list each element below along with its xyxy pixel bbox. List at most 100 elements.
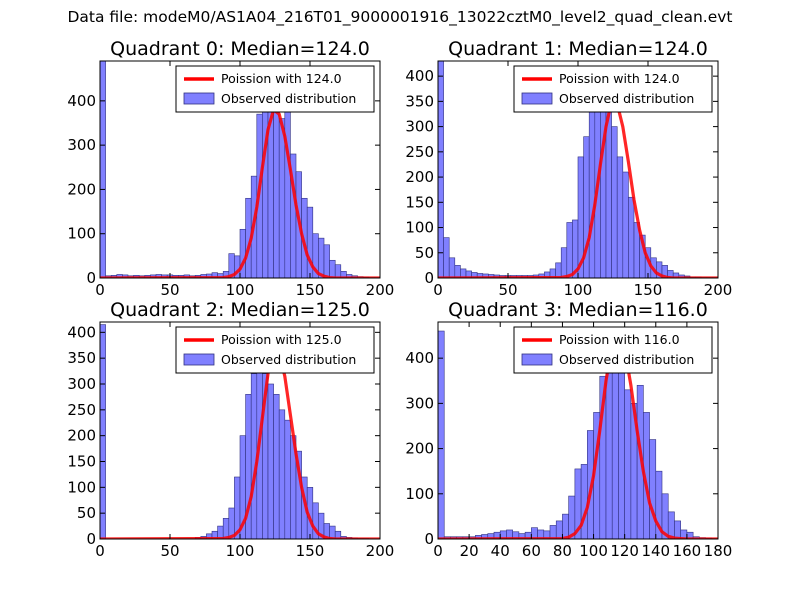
- histogram-bar: [278, 409, 286, 539]
- y-tick-label: 0: [86, 269, 96, 287]
- y-tick-label: 50: [77, 504, 96, 522]
- x-tick-label: 200: [366, 281, 395, 299]
- histogram-bar: [560, 247, 568, 278]
- chart-panel-0: 0 50 100 150 200 0 100 200 300 400 Quadrant 0: Med…: [67, 38, 394, 299]
- y-tick-label: 100: [67, 225, 96, 243]
- legend-label-fit: Poission with 125.0: [221, 332, 342, 347]
- y-tick-label: 350: [405, 92, 434, 110]
- histogram-bar: [278, 118, 286, 278]
- x-tick-label: 200: [704, 281, 733, 299]
- legend-label-fit: Poission with 124.0: [559, 71, 680, 86]
- poisson-fit-line: [438, 99, 718, 278]
- histogram-bar: [438, 330, 445, 539]
- x-tick-label: 200: [366, 542, 395, 560]
- y-tick-label: 300: [405, 118, 434, 136]
- histogram-bar: [100, 61, 106, 278]
- x-tick-label: 50: [160, 281, 179, 299]
- x-tick-label: 150: [296, 542, 325, 560]
- legend-label-fit: Poission with 116.0: [559, 332, 680, 347]
- histogram-bar: [622, 171, 629, 278]
- plot-area: [100, 324, 380, 539]
- histogram-bar: [329, 259, 336, 278]
- legend-label-observed: Observed distribution: [221, 352, 356, 367]
- x-tick-label: 100: [579, 542, 608, 560]
- histogram-bar: [555, 262, 562, 278]
- x-tick-label: 100: [226, 281, 255, 299]
- x-tick-label: 0: [433, 542, 443, 560]
- axes-frame: [437, 321, 719, 540]
- histogram-bar: [611, 126, 618, 278]
- y-tick-label: 300: [67, 136, 96, 154]
- histogram-bar: [555, 520, 563, 539]
- histogram-bar: [334, 530, 342, 539]
- histogram-bar: [588, 108, 596, 278]
- y-tick-label: 100: [405, 485, 434, 503]
- histogram-bar: [454, 265, 461, 278]
- y-tick-label: 0: [424, 269, 434, 287]
- histogram-bar: [448, 257, 456, 278]
- x-tick-label: 140: [641, 542, 670, 560]
- histogram-bar: [566, 222, 573, 278]
- y-tick-label: 400: [67, 92, 96, 110]
- histogram-bar: [323, 244, 330, 278]
- y-tick-label: 300: [405, 394, 434, 412]
- y-tick-label: 100: [67, 478, 96, 496]
- y-tick-label: 150: [405, 193, 434, 211]
- plot-area: [438, 330, 718, 539]
- y-tick-label: 250: [405, 143, 434, 161]
- histogram-bar: [562, 513, 569, 539]
- legend-bar-swatch: [521, 353, 553, 366]
- chart-title: Quadrant 3: Median=116.0: [448, 299, 708, 321]
- y-tick-label: 100: [405, 219, 434, 237]
- histogram-bar: [605, 111, 612, 278]
- x-tick-label: 50: [160, 542, 179, 560]
- histogram-bar: [267, 383, 274, 539]
- histogram-bar: [100, 324, 106, 539]
- histogram-bar: [624, 389, 632, 539]
- histogram-bar: [273, 111, 280, 278]
- x-tick-label: 160: [673, 542, 702, 560]
- histogram-bar: [273, 394, 280, 539]
- x-tick-label: 100: [564, 281, 593, 299]
- chart-panel-3: 0 20 40 60 80 100 120 140 160 1800100200300400Qua…: [405, 299, 732, 560]
- legend-bar-swatch: [183, 353, 215, 366]
- histogram-bar: [549, 525, 557, 539]
- y-tick-label: 350: [67, 349, 96, 367]
- figure-title: Data file: modeM0/AS1A04_216T01_90000019…: [67, 8, 733, 26]
- legend: Poission with 125.0 Observed distribution: [175, 326, 375, 374]
- legend-label-fit: Poission with 124.0: [221, 71, 342, 86]
- y-tick-label: 200: [67, 427, 96, 445]
- plot-area: [438, 61, 718, 278]
- histogram-bar: [334, 264, 342, 278]
- histogram-bar: [674, 520, 681, 539]
- histogram-bar: [443, 237, 450, 278]
- x-tick-label: 0: [433, 281, 443, 299]
- x-tick-label: 150: [296, 281, 325, 299]
- chart-title: Quadrant 2: Median=125.0: [110, 299, 370, 321]
- x-tick-label: 0: [95, 542, 105, 560]
- chart-title: Quadrant 1: Median=124.0: [448, 38, 708, 60]
- histogram-bar: [580, 464, 588, 539]
- x-tick-label: 180: [704, 542, 733, 560]
- x-tick-label: 0: [95, 281, 105, 299]
- y-tick-label: 400: [67, 323, 96, 341]
- y-tick-label: 50: [415, 244, 434, 262]
- y-tick-label: 150: [67, 453, 96, 471]
- histogram-bar: [618, 357, 625, 539]
- histogram-bar: [239, 228, 246, 278]
- y-tick-label: 200: [405, 440, 434, 458]
- legend: Poission with 124.0 Observed distribution: [175, 65, 375, 113]
- chart-panel-2: 0 50 100 150 200 0 50 100 150 200 250 300 350 400 Quad…: [67, 299, 394, 560]
- x-tick-label: 60: [522, 542, 541, 560]
- x-tick-label: 80: [553, 542, 572, 560]
- y-tick-label: 200: [67, 180, 96, 198]
- histogram-bar: [649, 439, 657, 539]
- histogram-bar: [267, 109, 274, 278]
- legend: Poission with 116.0 Observed distribution: [513, 326, 713, 374]
- histogram-bar: [616, 156, 624, 278]
- x-tick-label: 50: [498, 281, 517, 299]
- histogram-bar: [438, 61, 444, 278]
- y-tick-label: 0: [424, 530, 434, 548]
- chart-panel-1: 0 50 100 150 200 0 50 100 150 200 250 300 350 400 Quad…: [405, 38, 732, 299]
- histogram-bar: [222, 518, 230, 539]
